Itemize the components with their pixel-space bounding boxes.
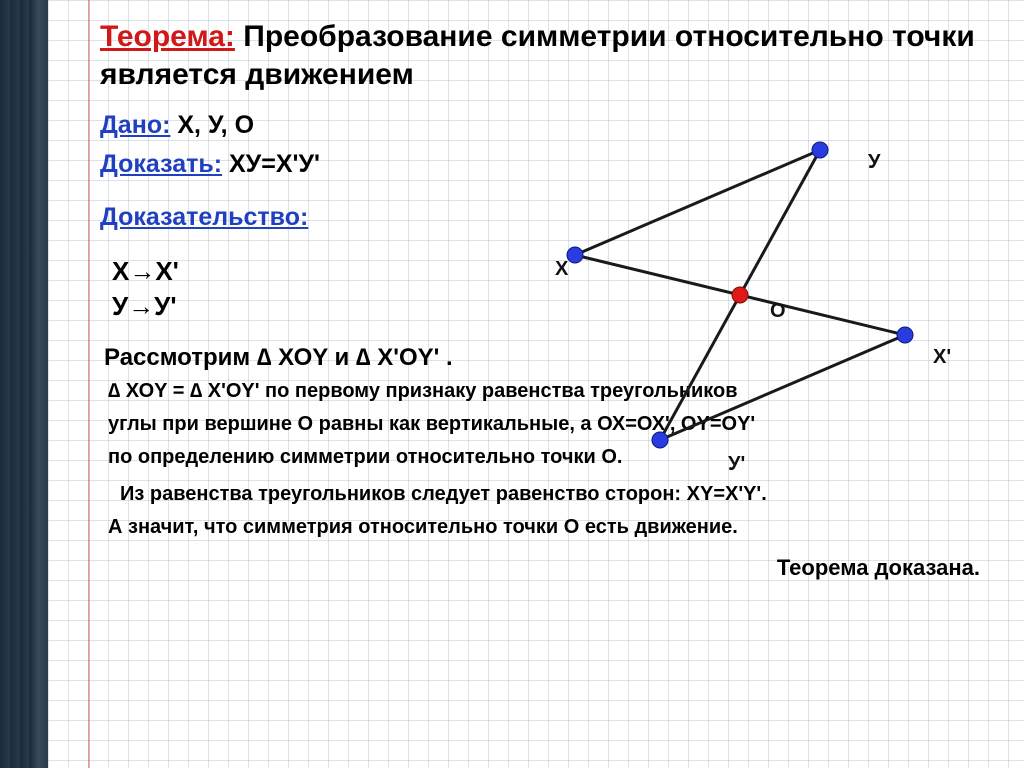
prove-text: ХУ=Х'У' — [229, 150, 320, 178]
svg-text:О: О — [770, 300, 786, 322]
svg-text:Х': Х' — [933, 346, 951, 368]
diagram-points — [567, 142, 913, 448]
svg-text:Х: Х — [555, 258, 569, 280]
diagram-labels: У Х О Х' У' — [555, 151, 951, 475]
geometry-diagram: У Х О Х' У' — [520, 125, 990, 495]
page-margin-line — [88, 0, 90, 768]
proof-label: Доказательство: — [100, 203, 308, 231]
proof-line-5: А значит, что симметрия относительно точ… — [108, 514, 1000, 541]
diagram-svg: У Х О Х' У' — [520, 125, 990, 495]
svg-text:У: У — [868, 151, 881, 173]
theorem-label: Теорема: — [100, 20, 235, 53]
given-text: Х, У, О — [177, 111, 254, 139]
prove-label: Доказать: — [100, 150, 222, 178]
theorem-title: Теорема: Преобразование симметрии относи… — [100, 18, 1000, 93]
given-label: Дано: — [100, 111, 170, 139]
notebook-spine — [0, 0, 48, 768]
qed-line: Теорема доказана. — [100, 555, 980, 581]
svg-text:У': У' — [728, 453, 745, 475]
